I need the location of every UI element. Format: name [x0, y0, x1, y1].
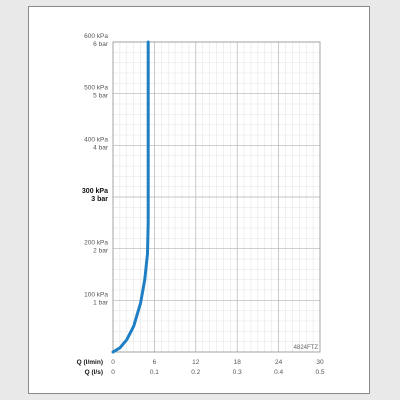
x-tick-secondary-label: 0.1: [150, 369, 159, 376]
x-axis-primary-name: Q (l/min): [77, 359, 103, 366]
chart-sheet: 100 kPa 1 bar 200 kPa 2 bar 300 kPa 3 bar 400 …: [28, 6, 370, 394]
x-tick-primary-label: 30: [316, 359, 324, 366]
y-tick-kpa-label: 500 kPa: [84, 85, 108, 92]
x-tick-primary-label: 6: [153, 359, 157, 366]
x-tick-secondary-label: 0: [111, 369, 115, 376]
y-tick-kpa-label: 200 kPa: [84, 240, 108, 247]
y-tick-bar-label: 5 bar: [93, 93, 109, 100]
x-tick-primary-label: 24: [275, 359, 283, 366]
x-tick-primary-label: 18: [234, 359, 242, 366]
x-tick-secondary-label: 0.3: [233, 369, 242, 376]
y-tick-kpa-label: 100 kPa: [84, 291, 108, 298]
flow-curve: [111, 40, 150, 354]
x-tick-secondary-label: 0.2: [191, 369, 200, 376]
y-tick-bar-label: 2 bar: [93, 248, 109, 255]
y-tick-kpa-label: 400 kPa: [84, 136, 108, 143]
y-tick-kpa-label: 300 kPa: [82, 188, 108, 195]
x-axis-secondary-name: Q (l/s): [85, 369, 103, 376]
y-tick-bar-label: 4 bar: [93, 144, 109, 151]
y-tick-bar-label: 3 bar: [91, 196, 108, 203]
y-tick-bar-label: 6 bar: [93, 41, 109, 48]
x-tick-primary-label: 12: [192, 359, 200, 366]
plot-border: [112, 41, 321, 353]
x-tick-secondary-label: 0.5: [315, 369, 324, 376]
y-tick-kpa-label: 600 kPa: [84, 33, 108, 40]
chart-code-label: 4824FTZ: [294, 345, 319, 351]
x-tick-primary-label: 0: [111, 359, 115, 366]
y-tick-bar-label: 1 bar: [93, 299, 109, 306]
x-tick-secondary-label: 0.4: [274, 369, 283, 376]
